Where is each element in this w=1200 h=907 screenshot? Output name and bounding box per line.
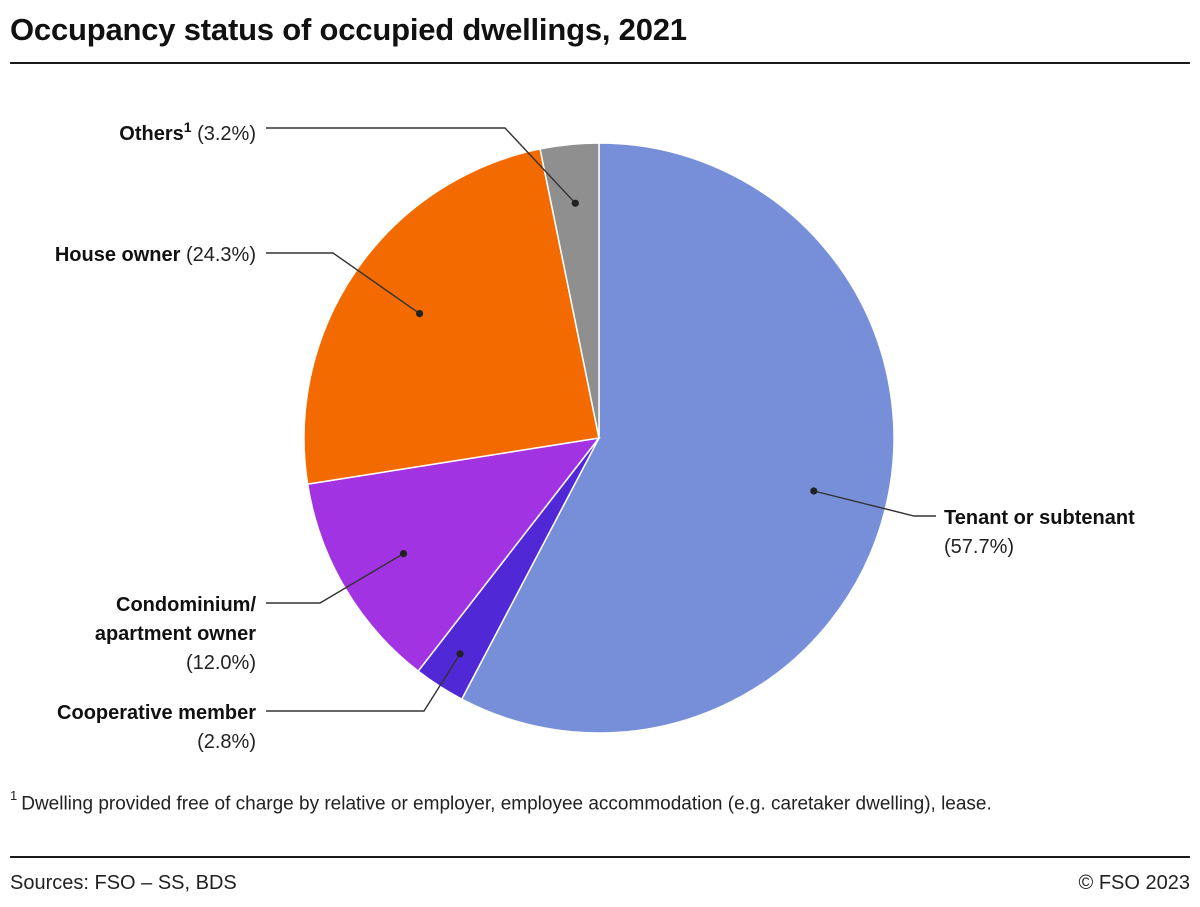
- label-cooperative: Cooperative member (2.8%): [57, 702, 256, 753]
- copyright-text: © FSO 2023: [1078, 872, 1190, 894]
- leader-line-others: [266, 127, 576, 204]
- leader-line-condominium: [266, 552, 404, 604]
- label-others: Others1 (3.2%): [119, 119, 256, 145]
- label-value-cooperative: (2.8%): [197, 731, 256, 753]
- leader-dot-others: [571, 199, 579, 207]
- footnote-text: Dwelling provided free of charge by rela…: [21, 793, 992, 815]
- label-condominium: Condominium/apartment owner (12.0%): [95, 594, 257, 674]
- label-name-house_owner: House owner: [55, 244, 181, 266]
- footnote: 1 Dwelling provided free of charge by rel…: [10, 788, 992, 815]
- footer-rule: [10, 856, 1190, 858]
- label-tenant: Tenant or subtenant (57.7%): [944, 507, 1135, 558]
- label-name-others: Others: [119, 123, 183, 145]
- label-name-condominium: apartment owner: [95, 623, 256, 645]
- leader-lines: [266, 127, 936, 712]
- pie-slices: [303, 142, 895, 734]
- slice-others: [539, 142, 600, 439]
- label-value-condominium: (12.0%): [186, 652, 256, 674]
- leader-line-tenant: [813, 490, 936, 517]
- label-value-tenant: (57.7%): [944, 536, 1014, 558]
- label-sup-others: 1: [184, 119, 192, 135]
- label-name-condominium: Condominium/: [116, 594, 256, 616]
- leader-dot-tenant: [810, 487, 818, 495]
- label-house_owner: House owner (24.3%): [55, 244, 256, 266]
- label-value-others: (3.2%): [192, 123, 256, 145]
- leader-dot-cooperative: [456, 650, 464, 658]
- chart-title: Occupancy status of occupied dwellings, …: [10, 12, 687, 47]
- pie-chart: Tenant or subtenant (57.7%) Cooperative me…: [55, 119, 1135, 753]
- slice-labels: Tenant or subtenant (57.7%) Cooperative me…: [55, 119, 1135, 753]
- leader-dot-condominium: [399, 550, 408, 558]
- title-rule: [10, 62, 1190, 64]
- footnote-marker: 1: [10, 788, 18, 803]
- leader-line-house_owner: [266, 252, 421, 315]
- leader-line-cooperative: [266, 653, 461, 712]
- label-value-house_owner: (24.3%): [180, 244, 256, 266]
- label-name-tenant: Tenant or subtenant: [944, 507, 1135, 529]
- label-name-cooperative: Cooperative member: [57, 702, 256, 724]
- leader-dot-house_owner: [416, 310, 424, 318]
- sources-text: Sources: FSO – SS, BDS: [10, 872, 237, 894]
